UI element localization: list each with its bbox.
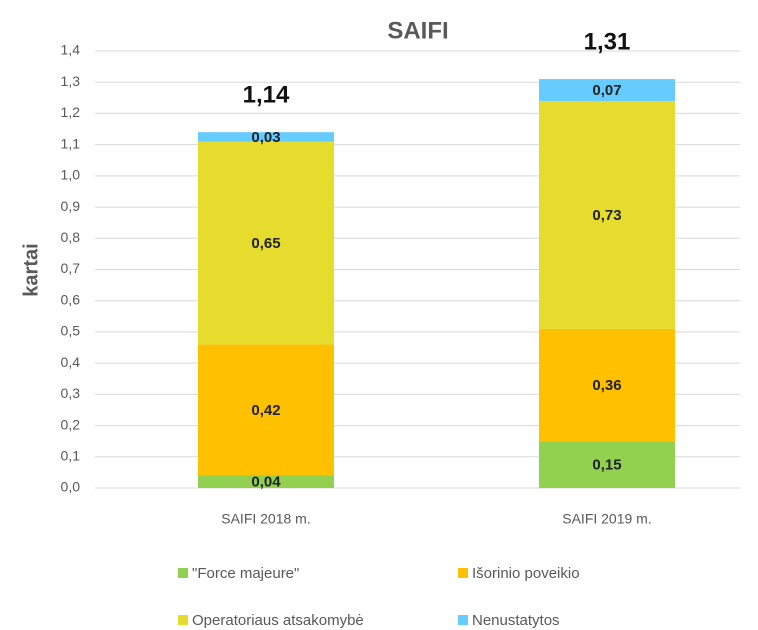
y-tick-label: 0,2 (61, 416, 81, 432)
total-label: 1,31 (584, 28, 631, 55)
bar-segment (539, 79, 675, 101)
value-label: 0,42 (251, 402, 280, 419)
y-tick-label: 0,1 (61, 447, 81, 463)
y-tick-label: 1,3 (61, 73, 81, 89)
x-tick-label: SAIFI 2019 m. (562, 511, 651, 527)
legend-label: Nenustatytos (472, 612, 560, 629)
y-tick-label: 1,4 (61, 42, 81, 58)
y-tick-label: 0,6 (61, 291, 81, 307)
legend-swatch (178, 615, 188, 625)
chart-title: SAIFI (387, 17, 448, 44)
value-label: 0,07 (592, 82, 621, 99)
value-label: 0,73 (592, 207, 621, 224)
y-tick-label: 0,3 (61, 385, 81, 401)
y-tick-label: 0,7 (61, 260, 81, 276)
legend-label: "Force majeure" (192, 565, 299, 582)
legend-swatch (178, 568, 188, 578)
value-label: 0,15 (592, 457, 621, 474)
y-tick-label: 0,4 (61, 354, 81, 370)
bar-segment (198, 141, 334, 345)
bar-segment (198, 132, 334, 142)
y-tick-label: 1,1 (61, 135, 81, 151)
value-label: 0,04 (251, 474, 281, 491)
legend-label: Operatoriaus atsakomybė (192, 612, 364, 629)
bar-segment (539, 328, 675, 442)
y-tick-label: 1,0 (61, 167, 81, 183)
y-tick-label: 1,2 (61, 104, 81, 120)
bar-segment (539, 100, 675, 329)
legend-swatch (458, 615, 468, 625)
y-tick-label: 0,5 (61, 323, 81, 339)
x-tick-label: SAIFI 2018 m. (221, 511, 310, 527)
legend-swatch (458, 568, 468, 578)
value-label: 0,36 (592, 377, 621, 394)
bar-segment (198, 344, 334, 476)
total-label: 1,14 (243, 82, 290, 109)
legend-label: Išorinio poveikio (472, 565, 580, 582)
value-label: 0,03 (251, 129, 280, 146)
y-tick-label: 0,8 (61, 229, 81, 245)
y-axis-label: kartai (20, 243, 42, 296)
bar-segment (198, 475, 334, 488)
y-tick-label: 0,9 (61, 198, 81, 214)
bar-segment (539, 441, 675, 488)
y-tick-label: 0,0 (61, 479, 81, 495)
value-label: 0,65 (251, 235, 280, 252)
